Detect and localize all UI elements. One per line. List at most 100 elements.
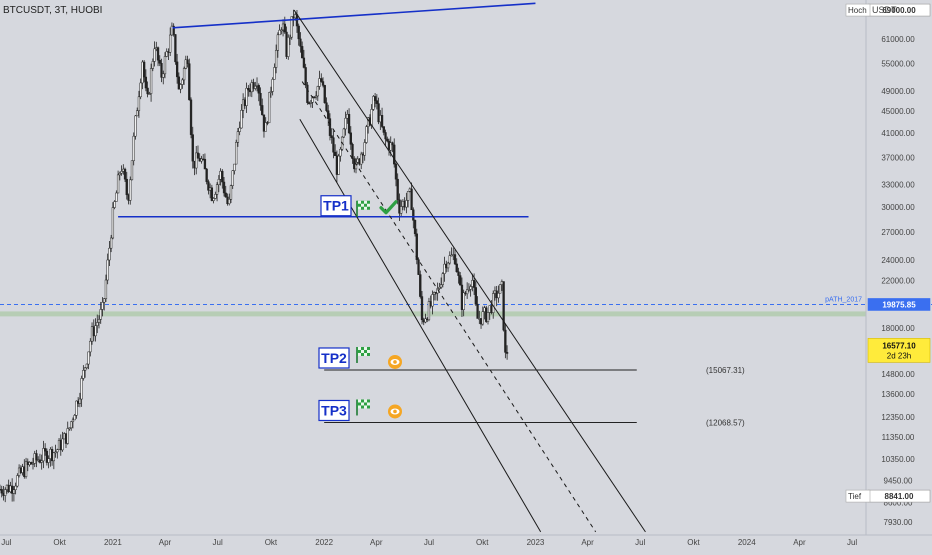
tp1-label: TP1 [323, 198, 349, 214]
last-price: 16577.10 [882, 341, 916, 350]
candle-body [196, 152, 200, 159]
tp3-label: TP3 [321, 402, 347, 418]
candle-body [231, 170, 234, 186]
x-tick-label: Jul [635, 538, 645, 547]
flag-check [367, 203, 370, 207]
x-tick-label: Okt [476, 538, 489, 547]
symbol-title: BTCUSDT, 3T, HUOBI [3, 5, 102, 16]
candle-body [472, 280, 476, 288]
tp3-box[interactable] [318, 399, 350, 422]
candle-body [323, 85, 326, 103]
candle-body [149, 68, 153, 94]
tp1-box[interactable] [320, 195, 352, 217]
x-tick-label: Okt [687, 538, 700, 547]
candle-body [203, 158, 207, 170]
candle-body [85, 363, 88, 369]
x-tick-label: Apr [159, 538, 172, 547]
candle-body [109, 237, 113, 249]
candle-body [83, 367, 87, 371]
tp2-box[interactable] [318, 347, 350, 369]
candle-body [94, 325, 97, 337]
candle-body [474, 287, 477, 305]
candle-body [382, 126, 385, 133]
candle-body [351, 144, 354, 159]
upper-trendline[interactable] [172, 2, 536, 29]
candle-body [466, 289, 469, 295]
candle-body [467, 289, 471, 291]
candle-body [184, 59, 187, 69]
candle-body [99, 309, 102, 320]
candle-body [158, 59, 161, 64]
candle-body [186, 59, 189, 64]
flag-check [361, 402, 364, 406]
eye-pupil [393, 409, 397, 414]
candle-body [217, 179, 220, 185]
candle-body [235, 142, 238, 165]
candle-body [330, 135, 333, 138]
candle-body [233, 163, 236, 171]
candle-body [469, 286, 472, 290]
candle-body [386, 138, 389, 142]
candle-body [328, 118, 332, 136]
candle-body [261, 105, 264, 116]
channel-lower-line[interactable] [299, 118, 542, 533]
candle-body [446, 262, 450, 269]
candle-body [125, 178, 128, 196]
candle-body [384, 132, 387, 140]
ath-label: pATH_2017 [825, 296, 862, 303]
candle-body [160, 63, 163, 78]
candle-body [280, 29, 283, 32]
eye-pupil [393, 360, 397, 364]
candle-body [134, 115, 137, 137]
candle-body [394, 163, 398, 180]
candle-body [45, 450, 49, 463]
candle-body [162, 73, 165, 78]
candle-body [393, 144, 396, 165]
candle-body [354, 161, 358, 170]
candle-body [68, 427, 71, 430]
candle-body [400, 206, 403, 214]
y-tick-label: 18000.00 [881, 324, 915, 333]
candle-body [120, 171, 123, 174]
channel-upper-line[interactable] [293, 9, 646, 533]
candle-body [175, 61, 179, 78]
candle-body [304, 67, 307, 86]
candle-body [455, 263, 458, 273]
candle-body [431, 294, 434, 307]
currency-label: USDT [872, 5, 897, 15]
candle-body [214, 194, 217, 199]
candle-body [268, 92, 271, 124]
candle-body [337, 155, 340, 175]
candle-body [240, 110, 243, 129]
candle-body [321, 81, 325, 86]
low-label: Tief [848, 492, 862, 501]
x-tick-label: Apr [793, 538, 806, 547]
flag-check [358, 399, 361, 403]
flag-check [367, 349, 370, 353]
candle-body [80, 378, 83, 400]
tp2-flag-icon [356, 346, 370, 363]
candle-body [191, 134, 194, 162]
candle-body [269, 91, 273, 93]
x-tick-label: Apr [581, 538, 594, 547]
candle-body [181, 79, 184, 85]
candle-body [31, 463, 35, 465]
flag-check [364, 405, 367, 409]
candle-body [169, 34, 172, 53]
candle-body [236, 131, 240, 143]
candle-body [349, 132, 352, 145]
flag-check [367, 402, 370, 406]
candle-body [116, 174, 120, 194]
candle-body [156, 47, 160, 61]
y-tick-label: 10350.00 [881, 455, 915, 464]
x-tick-label: 2022 [315, 538, 333, 547]
candle-body [12, 489, 16, 494]
channel-middle-line[interactable] [301, 81, 597, 533]
candle-body [228, 199, 231, 205]
candle-body [111, 207, 115, 239]
candle-body [457, 271, 460, 276]
y-tick-label: 30000.00 [881, 203, 915, 212]
candle-body [271, 79, 274, 92]
